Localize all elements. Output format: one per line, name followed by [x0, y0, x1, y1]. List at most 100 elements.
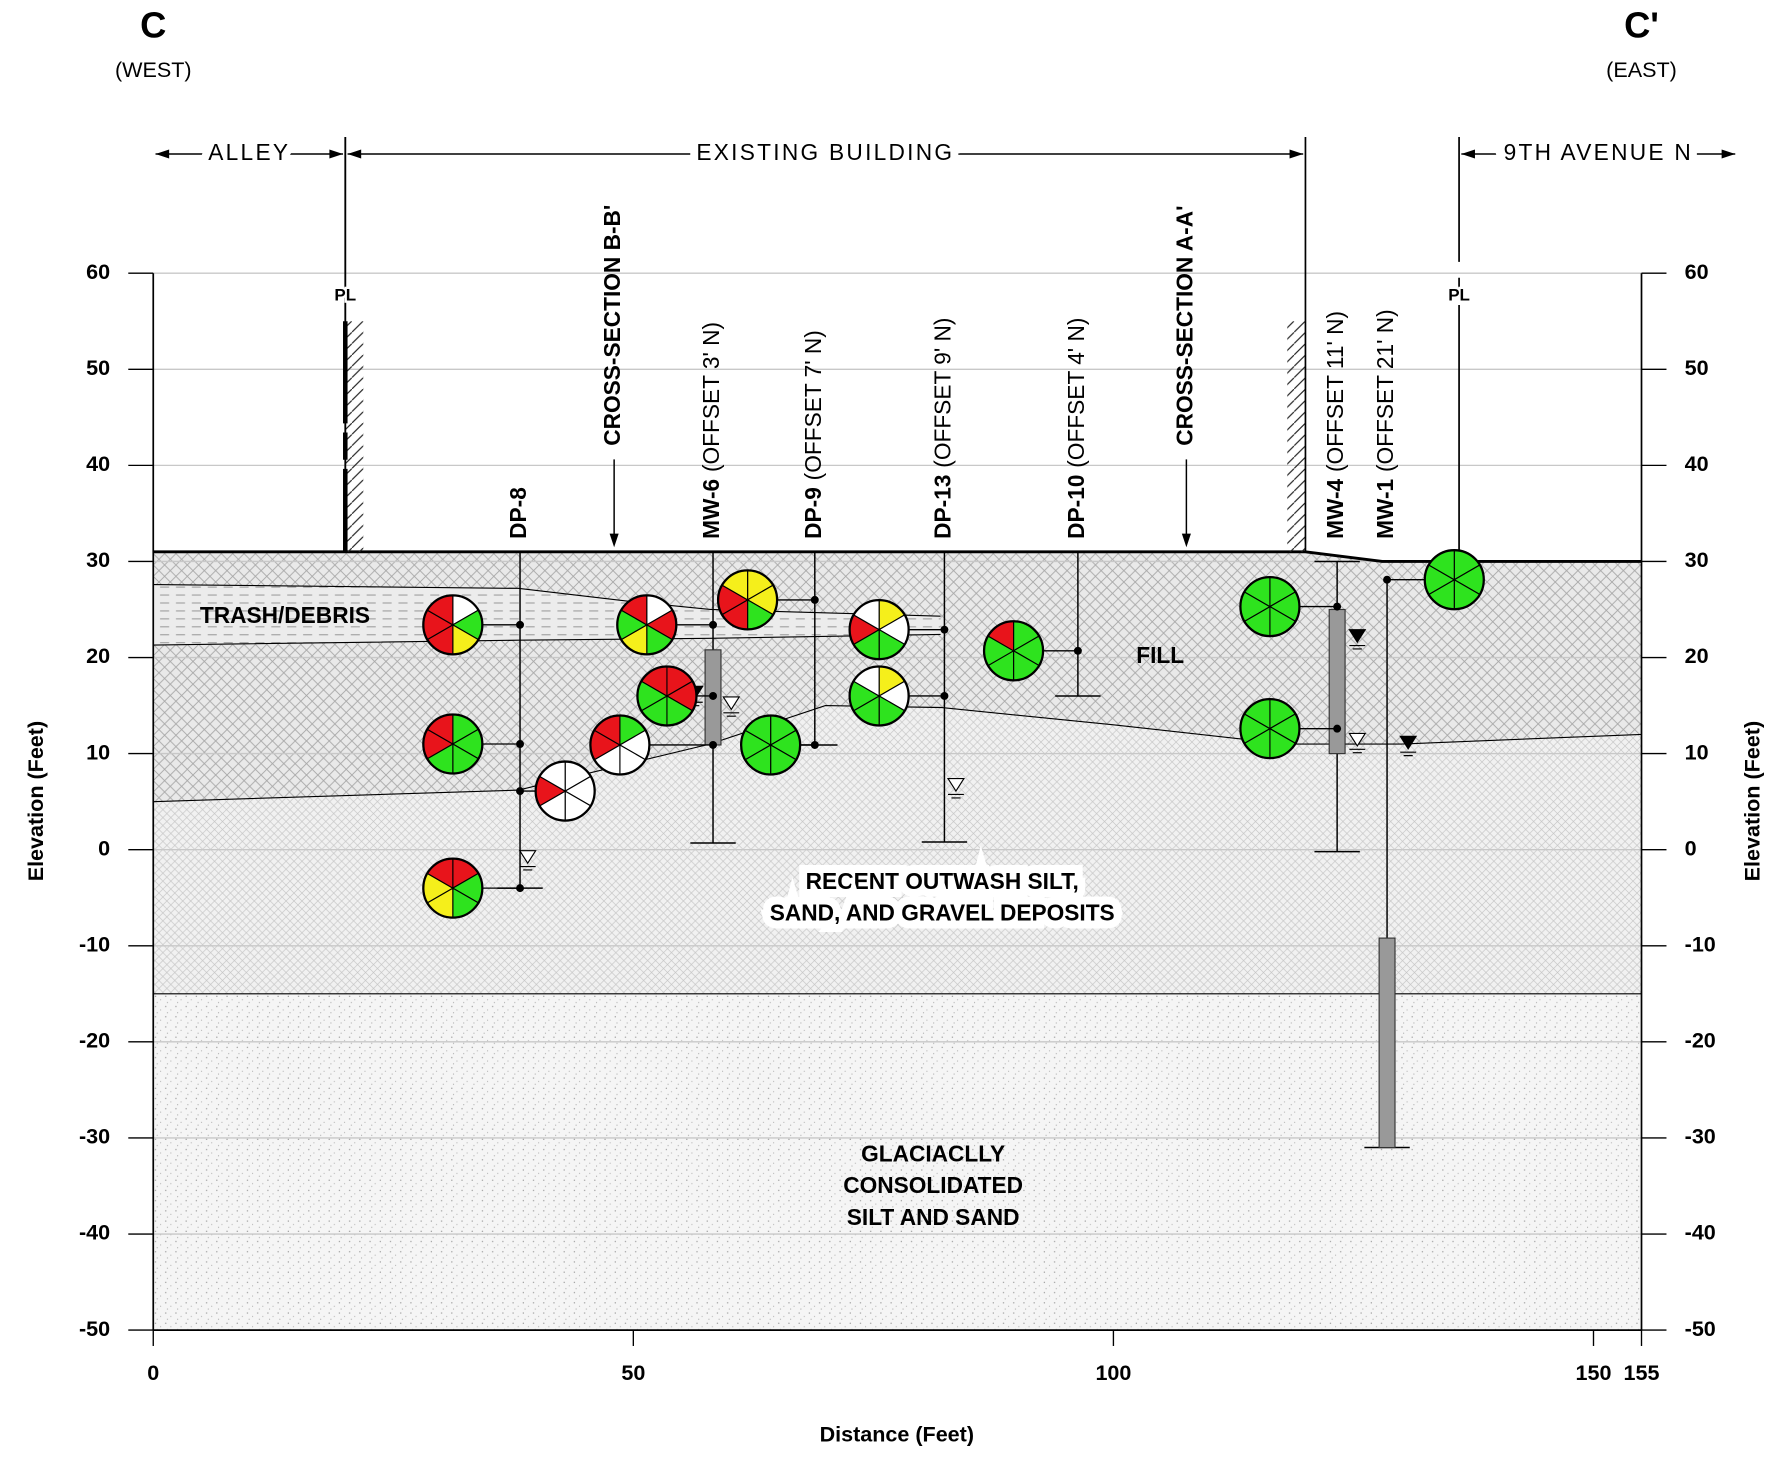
sample-point — [940, 626, 948, 634]
y2-tick-label: -10 — [1685, 931, 1716, 956]
x-tick-label: 155 — [1624, 1360, 1660, 1385]
section-arrowhead — [610, 534, 619, 548]
y-axis-label: Elevation (Feet) — [23, 721, 48, 881]
y2-tick-label: 50 — [1685, 355, 1709, 380]
section-start-label: C — [140, 5, 166, 46]
layer-label: FILL — [1136, 642, 1184, 668]
y2-tick-label: 40 — [1685, 451, 1709, 476]
sample-symbol — [1240, 699, 1299, 758]
boring-offset: (OFFSET 9' N) — [929, 318, 955, 468]
zone-label: 9TH AVENUE N — [1504, 139, 1693, 165]
y2-tick-label: -20 — [1685, 1028, 1716, 1053]
layer-label: TRASH/DEBRIS — [200, 602, 370, 628]
boring-offset: (OFFSET 11' N) — [1322, 311, 1348, 472]
boring-label: DP-13 (OFFSET 9' N) — [929, 318, 955, 539]
y-tick-label: 10 — [86, 739, 110, 764]
boring-name: DP-9 — [800, 487, 826, 539]
wall-hatch — [1287, 321, 1305, 552]
boring-name: MW-1 — [1372, 479, 1398, 539]
section-end-label: C' — [1624, 5, 1659, 46]
sample-symbol — [637, 666, 696, 725]
sample-symbol — [984, 621, 1043, 680]
sample-symbol — [423, 595, 482, 654]
boring-name: MW-6 — [698, 479, 724, 539]
sample-symbol — [741, 715, 800, 774]
y-tick-label: -10 — [79, 931, 110, 956]
zone-label: ALLEY — [208, 139, 290, 165]
layer-label: SAND, AND GRAVEL DEPOSITS — [770, 900, 1115, 926]
y2-tick-label: -40 — [1685, 1220, 1716, 1245]
boring-label: DP-8 — [505, 487, 531, 539]
sample-point — [709, 692, 717, 700]
boring-label: DP-10 (OFFSET 4' N) — [1063, 318, 1089, 539]
sample-point — [811, 596, 819, 604]
property-line-label: PL — [334, 285, 356, 304]
boring-label: DP-9 (OFFSET 7' N) — [800, 330, 826, 539]
section-label: CROSS-SECTION A-A' — [1171, 206, 1197, 446]
sample-point — [516, 740, 524, 748]
zone-label: EXISTING BUILDING — [696, 139, 954, 165]
x-axis-label: Distance (Feet) — [820, 1421, 974, 1446]
y2-tick-label: 60 — [1685, 259, 1709, 284]
section-label: CROSS-SECTION B-B' — [599, 205, 625, 446]
sample-point — [1333, 603, 1341, 611]
sample-symbol — [536, 762, 595, 821]
property-line-label: PL — [1448, 285, 1470, 304]
y-tick-label: -40 — [79, 1220, 110, 1245]
layer-label: RECENT OUTWASH SILT, — [806, 868, 1079, 894]
sample-point — [516, 787, 524, 795]
layer-label: CONSOLIDATED — [843, 1172, 1023, 1198]
sample-symbol — [718, 570, 777, 629]
boring-offset: (OFFSET 4' N) — [1063, 318, 1089, 468]
section-end-direction: (EAST) — [1606, 57, 1677, 82]
boring-label: MW-1 (OFFSET 21' N) — [1372, 309, 1398, 539]
sample-symbol — [590, 715, 649, 774]
y-tick-label: 30 — [86, 547, 110, 572]
y-tick-label: -30 — [79, 1124, 110, 1149]
sample-symbol — [423, 714, 482, 773]
x-tick-label: 150 — [1576, 1360, 1612, 1385]
sample-point — [940, 692, 948, 700]
boring-offset: (OFFSET 21' N) — [1372, 309, 1398, 472]
well-screen — [1379, 938, 1395, 1147]
y2-tick-label: 10 — [1685, 739, 1709, 764]
y2-tick-label: 20 — [1685, 643, 1709, 668]
sample-point — [516, 621, 524, 629]
sample-symbol — [617, 595, 676, 654]
sample-point — [1333, 725, 1341, 733]
y2-tick-label: -50 — [1685, 1316, 1716, 1341]
boring-name: DP-13 — [929, 475, 955, 539]
boring-offset: (OFFSET 3' N) — [698, 322, 724, 472]
boring-name: MW-4 — [1322, 478, 1348, 538]
boring-name: DP-8 — [505, 487, 531, 539]
y-tick-label: 20 — [86, 643, 110, 668]
wall-hatch — [345, 321, 363, 552]
boring-name: DP-10 — [1063, 475, 1089, 539]
x-tick-label: 100 — [1095, 1360, 1131, 1385]
section-start-direction: (WEST) — [115, 57, 192, 82]
y2-tick-label: -30 — [1685, 1124, 1716, 1149]
cross-section-chart: C (WEST) C' (EAST) Distance (Feet) Eleva… — [0, 0, 1780, 1458]
sample-point — [1383, 576, 1391, 584]
boring-label: MW-4 (OFFSET 11' N) — [1322, 311, 1348, 539]
sample-point — [709, 741, 717, 749]
sample-symbol — [1240, 577, 1299, 636]
y-tick-label: 40 — [86, 451, 110, 476]
y2-tick-label: 30 — [1685, 547, 1709, 572]
sample-point — [516, 884, 524, 892]
sample-point — [811, 741, 819, 749]
sample-point — [709, 621, 717, 629]
sample-point — [1074, 647, 1082, 655]
sample-symbol — [423, 859, 482, 918]
boring-label: MW-6 (OFFSET 3' N) — [698, 322, 724, 539]
layer-label: SILT AND SAND — [847, 1204, 1020, 1230]
y-tick-label: 60 — [86, 259, 110, 284]
y2-tick-label: 0 — [1685, 835, 1697, 860]
x-tick-label: 0 — [147, 1360, 159, 1385]
y-tick-label: 0 — [98, 835, 110, 860]
section-arrowhead — [1182, 534, 1191, 548]
sample-symbol — [1425, 550, 1484, 609]
boring-offset: (OFFSET 7' N) — [800, 330, 826, 480]
y-tick-label: 50 — [86, 355, 110, 380]
page: {"chart_data": { "type": "cross-section"… — [0, 0, 1780, 1458]
